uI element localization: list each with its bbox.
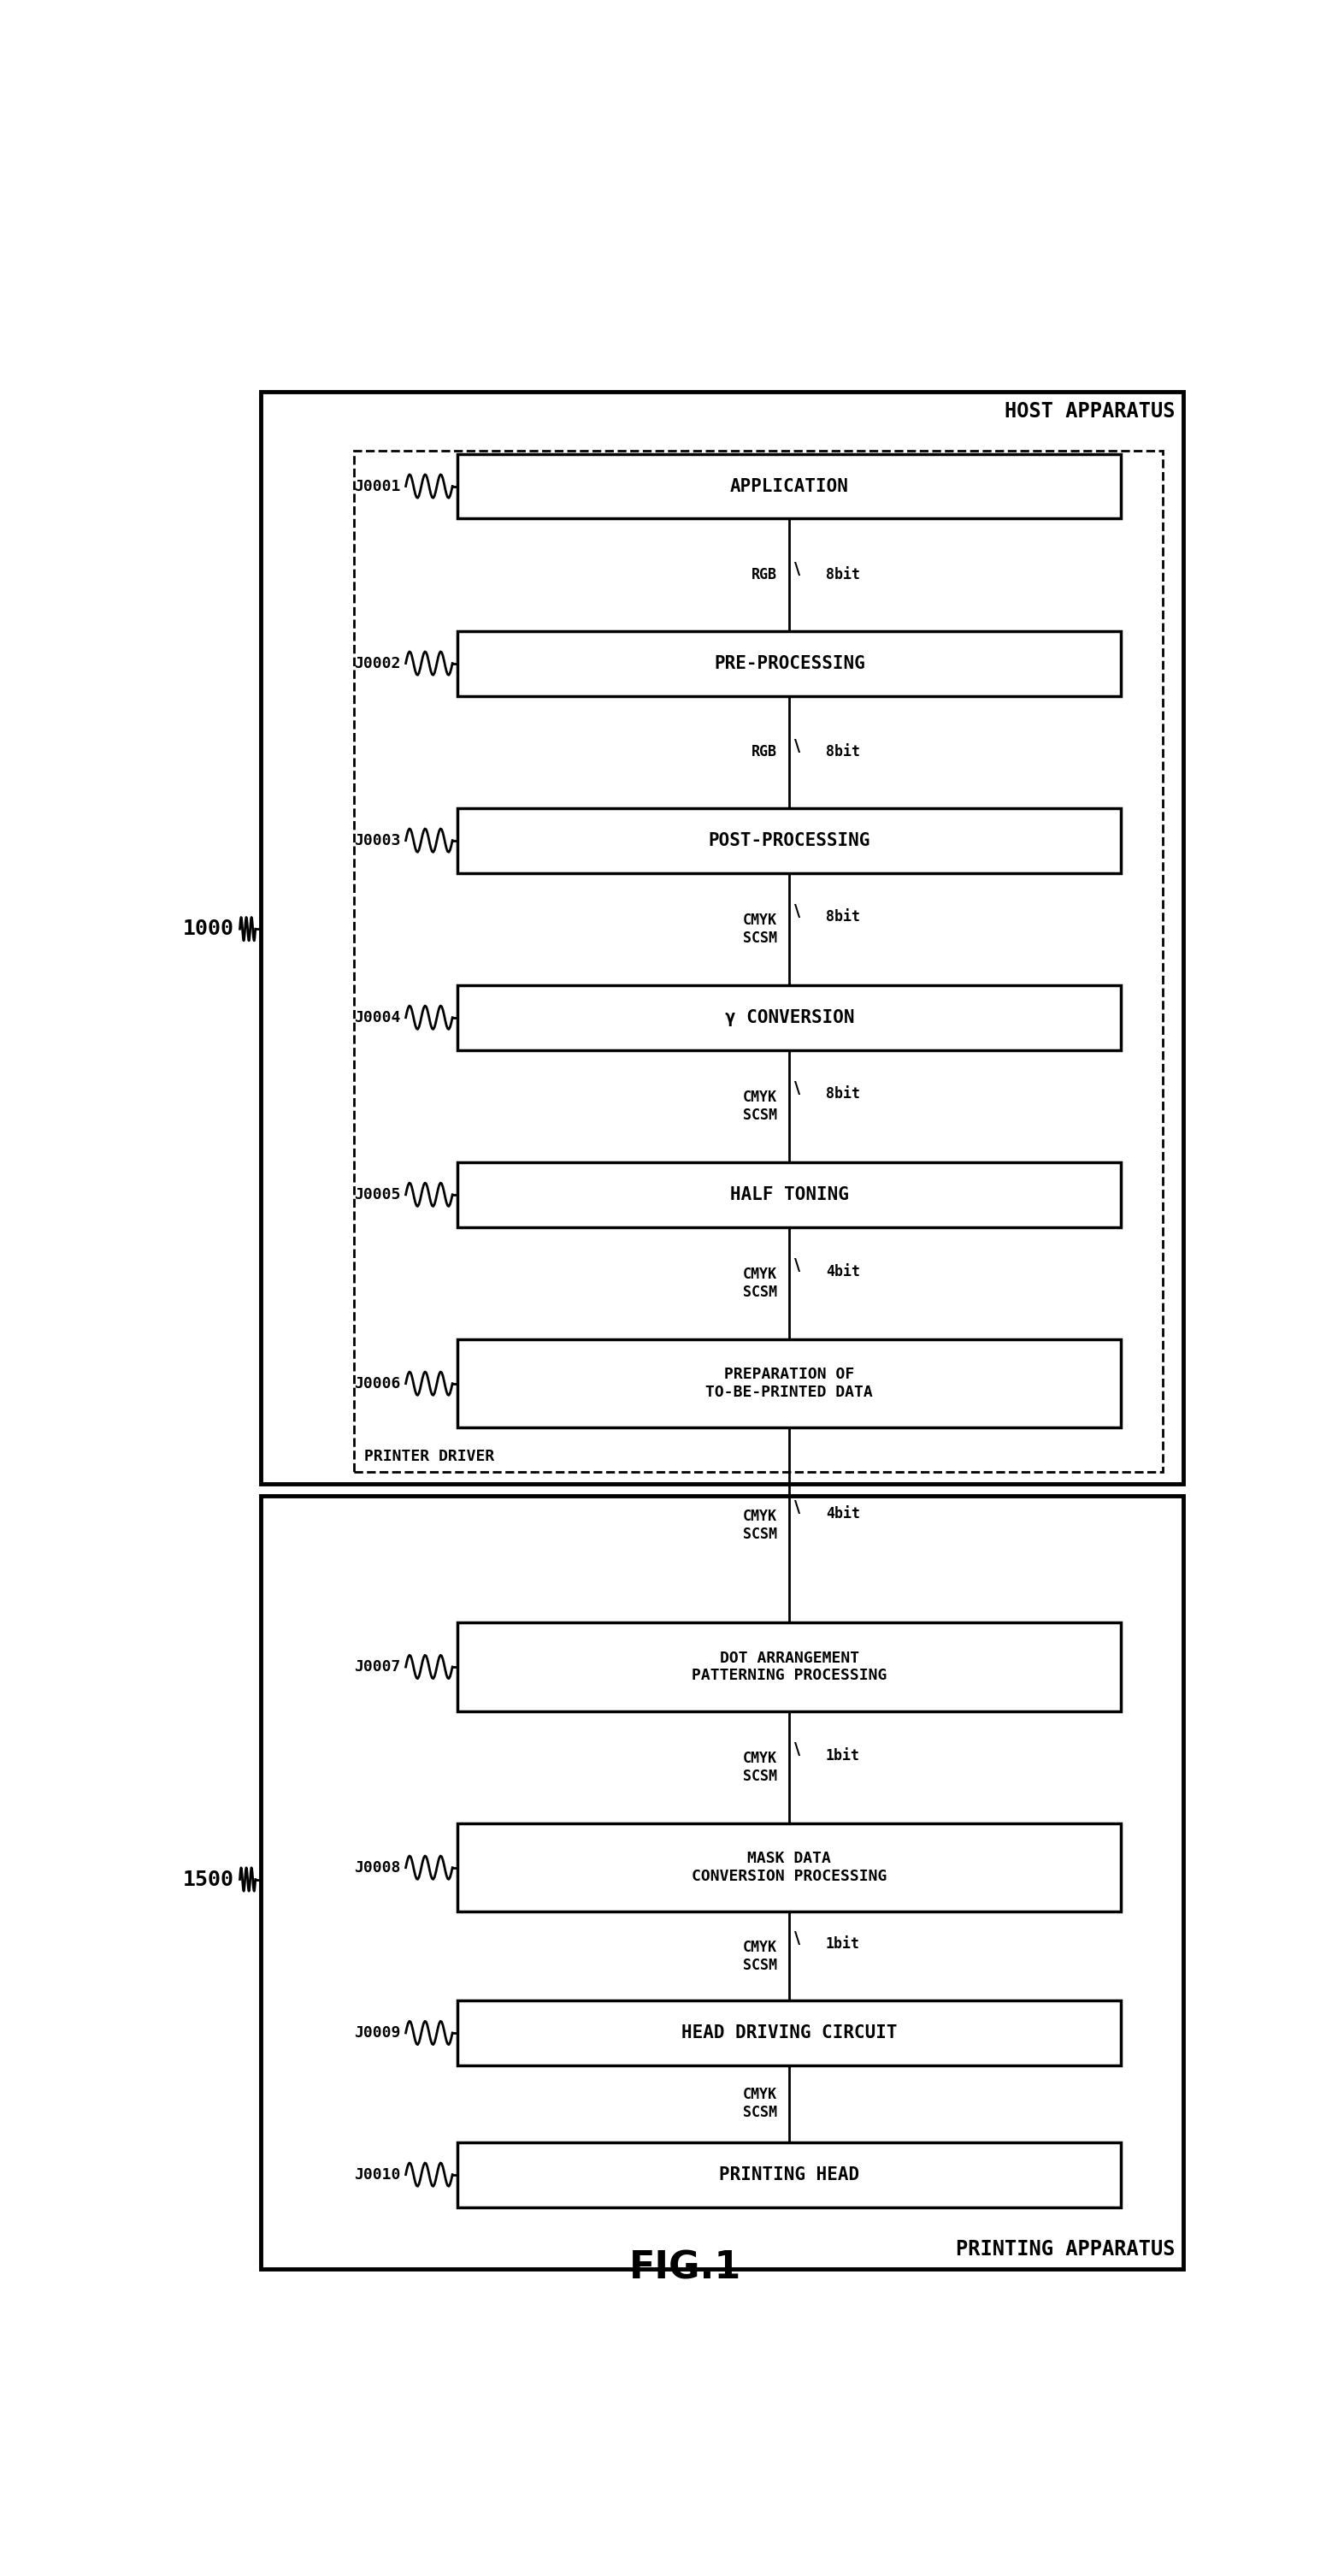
Text: \: \ — [795, 904, 800, 920]
Text: \: \ — [795, 1929, 800, 1947]
Text: 1bit: 1bit — [826, 1747, 860, 1762]
Text: \: \ — [795, 1499, 800, 1515]
Bar — [458, 1824, 1121, 1911]
Text: J0002: J0002 — [355, 657, 400, 670]
Text: J0004: J0004 — [355, 1010, 400, 1025]
Text: J0006: J0006 — [355, 1376, 400, 1391]
Bar — [458, 809, 1121, 873]
Bar — [458, 453, 1121, 518]
Bar — [458, 984, 1121, 1051]
Text: PRINTING APPARATUS: PRINTING APPARATUS — [955, 2239, 1175, 2259]
Text: MASK DATA
CONVERSION PROCESSING: MASK DATA CONVERSION PROCESSING — [692, 1852, 887, 1883]
Text: CMYK
SCSM: CMYK SCSM — [743, 1752, 777, 1783]
Text: 4bit: 4bit — [826, 1265, 860, 1280]
Text: 8bit: 8bit — [826, 744, 860, 760]
Text: γ CONVERSION: γ CONVERSION — [725, 1010, 854, 1025]
Text: CMYK
SCSM: CMYK SCSM — [743, 1940, 777, 1973]
Text: J0007: J0007 — [355, 1659, 400, 1674]
Text: \: \ — [795, 1079, 800, 1097]
Text: RGB: RGB — [752, 567, 777, 582]
Text: FIG.1: FIG.1 — [630, 2249, 741, 2287]
Text: J0003: J0003 — [355, 832, 400, 848]
Text: CMYK
SCSM: CMYK SCSM — [743, 1267, 777, 1301]
Text: 8bit: 8bit — [826, 1087, 860, 1103]
Text: PRINTER DRIVER: PRINTER DRIVER — [364, 1448, 495, 1463]
Text: J0010: J0010 — [355, 2166, 400, 2182]
Bar — [458, 1623, 1121, 1710]
Text: RGB: RGB — [752, 744, 777, 760]
Text: 8bit: 8bit — [826, 567, 860, 582]
Text: PRE-PROCESSING: PRE-PROCESSING — [714, 654, 864, 672]
Text: 4bit: 4bit — [826, 1507, 860, 1520]
Bar — [261, 1497, 1184, 2269]
Bar — [458, 1340, 1121, 1427]
Text: J0009: J0009 — [355, 2025, 400, 2040]
Text: PRINTING HEAD: PRINTING HEAD — [720, 2166, 859, 2182]
Text: HOST APPARATUS: HOST APPARATUS — [1005, 402, 1175, 422]
Text: CMYK
SCSM: CMYK SCSM — [743, 1510, 777, 1543]
Bar — [458, 2002, 1121, 2066]
Text: APPLICATION: APPLICATION — [731, 477, 848, 495]
Bar — [458, 631, 1121, 696]
Bar — [458, 1162, 1121, 1226]
Bar — [261, 392, 1184, 1484]
Text: \: \ — [795, 562, 800, 577]
Text: J0001: J0001 — [355, 479, 400, 495]
Text: 1000: 1000 — [183, 920, 234, 940]
Text: J0008: J0008 — [355, 1860, 400, 1875]
Text: HALF TONING: HALF TONING — [731, 1185, 848, 1203]
Text: \: \ — [795, 737, 800, 755]
Text: 1bit: 1bit — [826, 1937, 860, 1953]
Bar — [353, 451, 1163, 1471]
Text: PREPARATION OF
TO-BE-PRINTED DATA: PREPARATION OF TO-BE-PRINTED DATA — [705, 1368, 874, 1401]
Text: \: \ — [795, 1741, 800, 1757]
Text: CMYK
SCSM: CMYK SCSM — [743, 1090, 777, 1123]
Bar — [458, 2143, 1121, 2208]
Text: DOT ARRANGEMENT
PATTERNING PROCESSING: DOT ARRANGEMENT PATTERNING PROCESSING — [692, 1651, 887, 1685]
Text: CMYK
SCSM: CMYK SCSM — [743, 912, 777, 945]
Text: \: \ — [795, 1257, 800, 1273]
Text: CMYK
SCSM: CMYK SCSM — [743, 2087, 777, 2120]
Text: J0005: J0005 — [355, 1188, 400, 1203]
Text: 8bit: 8bit — [826, 909, 860, 925]
Text: HEAD DRIVING CIRCUIT: HEAD DRIVING CIRCUIT — [681, 2025, 898, 2040]
Text: 1500: 1500 — [183, 1870, 234, 1891]
Text: POST-PROCESSING: POST-PROCESSING — [708, 832, 871, 850]
